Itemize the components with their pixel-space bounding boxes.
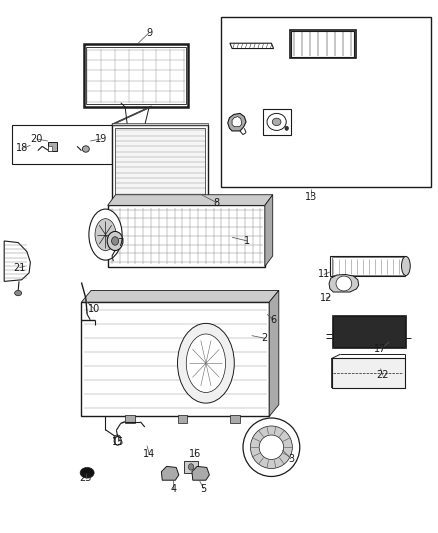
Text: 22: 22	[377, 370, 389, 381]
Text: 20: 20	[30, 134, 42, 144]
Ellipse shape	[95, 219, 116, 251]
Bar	[12, 125, 112, 165]
Polygon shape	[329, 274, 359, 292]
Text: 3: 3	[288, 454, 294, 464]
Text: 23: 23	[80, 473, 92, 483]
Bar	[291, 31, 354, 56]
Text: 19: 19	[95, 134, 107, 144]
Ellipse shape	[82, 146, 89, 152]
Bar	[230, 415, 240, 423]
Bar	[112, 125, 208, 204]
Text: 21: 21	[13, 263, 26, 272]
Bar	[84, 44, 188, 107]
Bar	[48, 147, 52, 151]
Bar	[115, 128, 205, 200]
Text: 4: 4	[170, 484, 176, 494]
Bar	[108, 205, 265, 266]
Polygon shape	[161, 466, 179, 480]
Ellipse shape	[114, 435, 121, 440]
Bar	[332, 317, 405, 348]
Ellipse shape	[402, 256, 410, 276]
Ellipse shape	[272, 118, 281, 126]
Polygon shape	[265, 195, 273, 266]
Polygon shape	[112, 123, 208, 125]
Text: 5: 5	[201, 484, 207, 494]
Text: 15: 15	[113, 437, 125, 447]
Ellipse shape	[251, 426, 292, 469]
Ellipse shape	[259, 435, 284, 459]
Ellipse shape	[188, 464, 194, 470]
Bar	[184, 461, 198, 473]
Polygon shape	[232, 117, 242, 127]
Ellipse shape	[114, 437, 121, 445]
Polygon shape	[112, 106, 151, 125]
Polygon shape	[228, 114, 246, 131]
Bar	[330, 256, 405, 276]
Ellipse shape	[285, 126, 288, 131]
Bar	[125, 415, 135, 423]
Text: 14: 14	[143, 449, 155, 458]
Bar	[332, 257, 403, 275]
Ellipse shape	[267, 114, 286, 131]
Polygon shape	[269, 290, 279, 416]
Text: 11: 11	[318, 270, 330, 279]
Ellipse shape	[112, 237, 119, 245]
Ellipse shape	[107, 231, 123, 251]
Text: 12: 12	[320, 293, 332, 303]
Polygon shape	[4, 241, 30, 281]
Bar	[332, 359, 405, 387]
Polygon shape	[230, 43, 274, 49]
Text: 18: 18	[16, 143, 28, 154]
Ellipse shape	[177, 324, 234, 403]
Text: 6: 6	[271, 314, 277, 325]
Bar	[177, 415, 187, 423]
Bar	[86, 47, 186, 104]
Text: 8: 8	[214, 198, 220, 208]
Text: 17: 17	[374, 344, 387, 354]
Ellipse shape	[336, 276, 352, 291]
Ellipse shape	[243, 418, 300, 477]
Ellipse shape	[186, 334, 226, 392]
Polygon shape	[192, 466, 209, 480]
Text: 9: 9	[146, 28, 152, 38]
Polygon shape	[81, 290, 279, 302]
Bar	[221, 17, 431, 187]
Ellipse shape	[14, 290, 21, 296]
Ellipse shape	[89, 209, 122, 260]
Text: 13: 13	[304, 192, 317, 203]
Text: 16: 16	[189, 449, 201, 458]
Text: 2: 2	[262, 333, 268, 343]
Text: 7: 7	[118, 238, 124, 247]
Bar	[332, 316, 406, 349]
Bar	[290, 30, 356, 58]
Bar	[81, 302, 269, 416]
Ellipse shape	[80, 467, 94, 478]
Bar	[263, 109, 291, 135]
Bar	[48, 142, 57, 151]
Polygon shape	[108, 195, 273, 205]
Text: 1: 1	[244, 236, 251, 246]
Text: 10: 10	[88, 304, 101, 314]
